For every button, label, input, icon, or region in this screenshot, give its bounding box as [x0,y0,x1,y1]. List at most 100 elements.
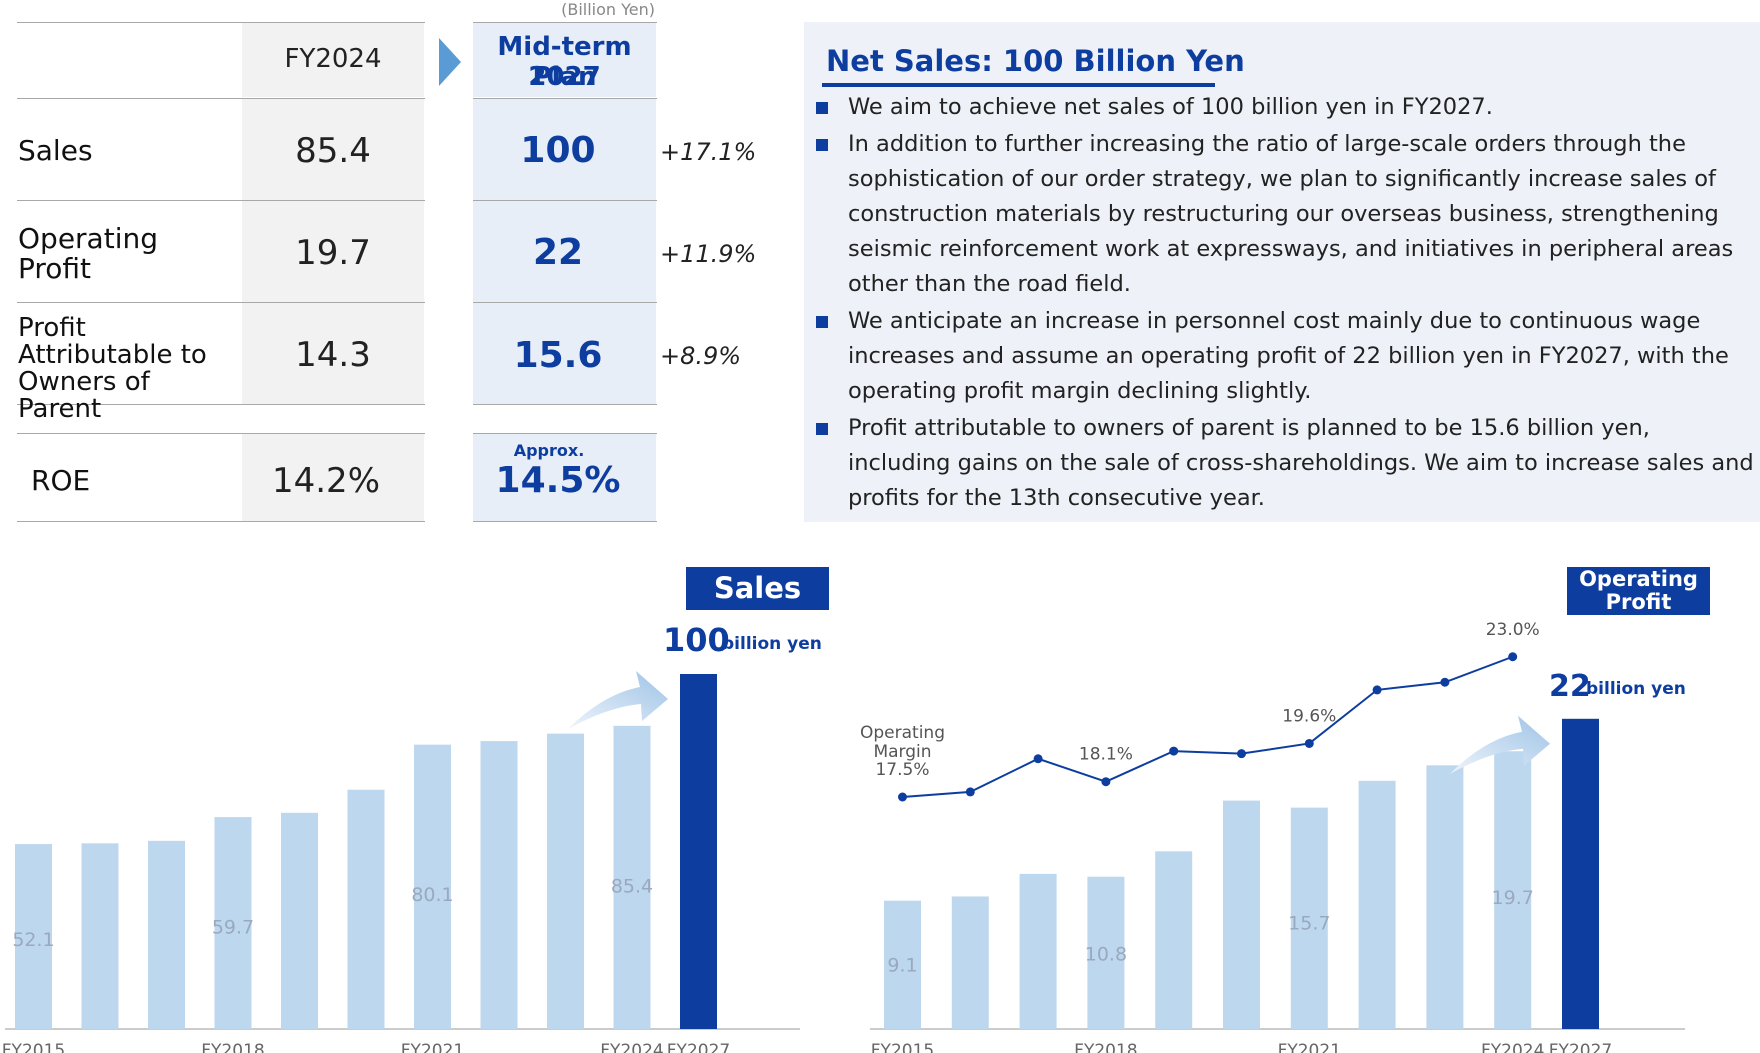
row-label-sales: Sales [18,134,93,167]
row-label-profit-attributable: Profit Attributable to Owners of Parent [18,313,207,424]
margin-series-name: Operating [860,723,945,743]
target-unit-label: billion yen [1586,679,1686,699]
fy2024-roe-cell [242,434,424,521]
table-rule [17,98,425,99]
table-rule [473,521,657,522]
op-chart-title: Operating Profit [1567,567,1710,615]
bar [1494,751,1532,1029]
table-rule [17,521,425,522]
x-tick-label: FY2015 [2,1041,65,1053]
bar [547,733,584,1029]
plan-header-line1: Mid-term Plan [497,32,632,92]
bar [613,725,651,1029]
bar-data-label: 15.7 [1288,912,1330,934]
arrow-right-icon [439,38,461,90]
sales-chart-title: Sales [686,567,829,610]
pa-fy2024-value: 14.3 [295,335,371,375]
growth-arrow-icon [568,671,668,729]
unit-note: (Billion Yen) [561,0,655,19]
plan-column-header [473,22,656,97]
bar-target [1562,718,1599,1029]
x-tick-label: FY2021 [1278,1041,1341,1053]
info-bullet-text: In addition to further increasing the ra… [848,131,1734,297]
table-rule [473,404,657,405]
bar-data-label: 85.4 [611,876,653,898]
table-rule [473,200,657,201]
info-bullet-text: We aim to achieve net sales of 100 billi… [848,94,1493,120]
bullet-square-icon [816,316,828,328]
table-rule [473,433,657,434]
x-tick-label: FY2018 [201,1041,264,1053]
bar [1155,851,1193,1029]
margin-point [1440,677,1450,687]
target-value-label: 22 [1549,669,1591,704]
roe-approx-label: Approx. [513,441,585,460]
bar [1019,873,1057,1029]
bar [347,789,385,1029]
x-tick-label: FY2027 [667,1041,730,1053]
table-rule [17,200,425,201]
plan-roe-cell [473,434,656,521]
info-bullet: Profit attributable to owners of parent … [816,411,1756,516]
bar [1290,807,1328,1029]
bar [1087,876,1125,1029]
op-change: +11.9% [660,240,757,268]
bullet-square-icon [816,423,828,435]
x-tick-label: FY2015 [871,1041,934,1053]
op-fy2024-value: 19.7 [295,233,371,273]
bar-data-label: 10.8 [1085,943,1127,965]
table-rule [17,404,425,405]
growth-arrow-icon [1450,715,1550,774]
row-label-roe: ROE [31,464,91,497]
table-rule [17,22,425,23]
table-rule [473,302,657,303]
plan-header-line2: 2027 [528,62,601,92]
margin-label: 19.6% [1282,706,1336,726]
table-rule [17,302,425,303]
op-plan-value: 22 [532,232,584,273]
table-rule [17,433,425,434]
margin-point [1033,754,1043,764]
margin-point [1169,746,1179,756]
row-label-operating-profit: Operating Profit [18,222,158,285]
info-box [804,22,1760,522]
pa-plan-value: 15.6 [513,335,603,376]
bullet-square-icon [816,139,828,151]
plan-column-body [473,99,656,404]
bar-target [680,674,717,1029]
bar-data-label: 52.1 [12,929,54,951]
margin-point [1372,685,1382,695]
x-tick-label: FY2027 [1549,1041,1612,1053]
bullet-square-icon [816,102,828,114]
table-rule [473,98,657,99]
bar-data-label: 9.1 [887,954,917,976]
info-bullet: We anticipate an increase in personnel c… [816,304,1756,409]
margin-point [1508,652,1518,662]
info-bullet: We aim to achieve net sales of 100 billi… [816,90,1756,125]
bar-data-label: 19.7 [1492,887,1534,909]
bar [480,741,518,1029]
fy2024-header-label: FY2024 [284,44,382,74]
bar [15,844,52,1029]
roe-fy2024-value: 14.2% [271,461,380,501]
info-bullet-list: We aim to achieve net sales of 100 billi… [816,90,1756,518]
bar [414,744,451,1029]
bar [1426,765,1464,1029]
bar [81,843,119,1029]
margin-point [965,787,975,797]
margin-line [902,655,1514,798]
bar [1223,800,1260,1029]
bar [884,900,921,1029]
x-tick-label: FY2018 [1074,1041,1137,1053]
margin-label: 23.0% [1486,620,1540,640]
bar [148,840,185,1029]
fy2024-column-body [242,99,424,404]
sales-fy2024-value: 85.4 [295,131,371,171]
x-tick-label: FY2024 [600,1041,663,1053]
bar [1358,780,1396,1029]
margin-point [1237,749,1246,759]
pa-change: +8.9% [660,342,742,370]
x-tick-label: FY2021 [401,1041,464,1053]
fy2024-column-header [242,22,424,97]
